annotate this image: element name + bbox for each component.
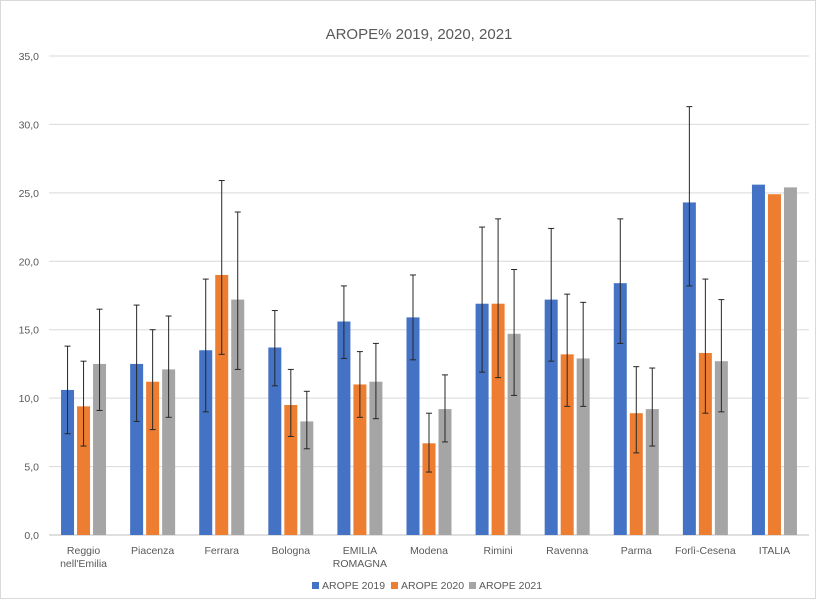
bar-arope-2020	[767, 194, 781, 535]
bar-arope-2020	[698, 352, 712, 535]
x-category-label: Reggio nell'Emilia	[60, 545, 107, 570]
y-tick-label: 0,0	[24, 530, 39, 542]
bar-arope-2021	[507, 333, 521, 535]
x-category-label: EMILIA ROMAGNA	[333, 545, 387, 570]
x-category-label: ITALIA	[759, 545, 790, 557]
bar-arope-2019	[406, 317, 420, 535]
bar-arope-2020	[284, 404, 298, 535]
bar-arope-2020	[146, 381, 160, 535]
legend-swatch	[312, 582, 319, 589]
legend-swatch	[391, 582, 398, 589]
x-category-label: Forlì-Cesena	[675, 545, 736, 557]
bar-arope-2019	[613, 283, 627, 535]
chart-title: AROPE% 2019, 2020, 2021	[326, 26, 513, 43]
x-category-label: Parma	[621, 545, 652, 557]
bar-arope-2019	[682, 202, 696, 536]
bar-arope-2020	[77, 406, 91, 535]
y-tick-label: 25,0	[19, 188, 40, 200]
x-category-label: Ravenna	[546, 545, 588, 557]
bar-arope-2019	[337, 321, 351, 535]
bar-arope-2020	[215, 274, 229, 535]
bar-arope-2019	[544, 299, 558, 535]
bar-arope-2019	[268, 347, 282, 535]
bar-arope-2021	[645, 409, 659, 535]
bar-arope-2021	[93, 363, 107, 535]
x-category-label: Piacenza	[131, 545, 174, 557]
legend-label: AROPE 2019	[322, 580, 385, 592]
x-category-label: Bologna	[272, 545, 311, 557]
bar-arope-2021	[369, 381, 383, 535]
y-tick-label: 15,0	[19, 325, 40, 337]
y-tick-label: 35,0	[19, 51, 40, 63]
bar-arope-2020	[560, 354, 574, 535]
bar-arope-2020	[353, 384, 367, 535]
bar-arope-2021	[576, 358, 590, 535]
bar-arope-2021	[783, 187, 797, 535]
bar-arope-2019	[61, 389, 75, 535]
x-category-label: Modena	[410, 545, 448, 557]
bar-arope-2019	[199, 350, 213, 535]
y-tick-label: 30,0	[19, 119, 40, 131]
bar-arope-2021	[231, 299, 245, 535]
bar-arope-2020	[629, 413, 643, 535]
bar-arope-2020	[491, 303, 505, 535]
bar-arope-2020	[422, 443, 436, 535]
x-category-label: Rimini	[484, 545, 513, 557]
bar-arope-2019	[130, 363, 144, 535]
bar-arope-2021	[438, 409, 452, 535]
bar-arope-2021	[714, 361, 728, 535]
legend-label: AROPE 2020	[401, 580, 464, 592]
bar-arope-2021	[300, 421, 314, 535]
legend-swatch	[469, 582, 476, 589]
y-tick-label: 10,0	[19, 393, 40, 405]
y-tick-label: 20,0	[19, 256, 40, 268]
bar-arope-2019	[751, 184, 765, 535]
bar-arope-2019	[475, 303, 489, 535]
bar-arope-2021	[162, 369, 176, 535]
x-category-label: Ferrara	[205, 545, 240, 557]
legend-label: AROPE 2021	[479, 580, 542, 592]
y-tick-label: 5,0	[24, 462, 39, 474]
